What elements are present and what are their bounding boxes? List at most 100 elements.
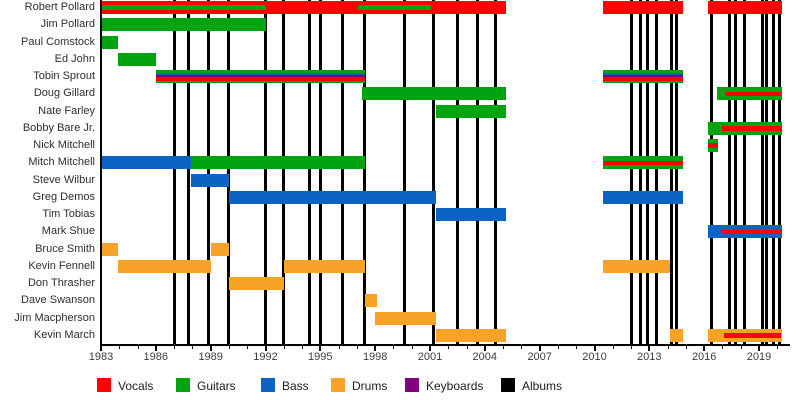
legend-label: Keyboards xyxy=(426,379,484,393)
x-axis-tick xyxy=(648,345,651,351)
album-release-line xyxy=(476,0,479,345)
bass-stripe xyxy=(602,72,684,75)
album-release-line xyxy=(187,0,191,345)
timeline-bar xyxy=(190,156,366,170)
timeline-bar xyxy=(210,242,229,256)
x-axis-tick xyxy=(758,345,760,351)
album-release-line xyxy=(675,0,679,345)
album-release-line xyxy=(227,0,231,345)
member-label: Tobin Sprout xyxy=(33,70,95,82)
timeline-bar xyxy=(375,311,437,325)
timeline-bar xyxy=(436,208,506,221)
member-label: Bobby Bare Jr. xyxy=(22,121,95,134)
member-label: Nate Farley xyxy=(38,104,95,117)
timeline-bar xyxy=(118,52,156,66)
timeline-bar xyxy=(707,225,782,239)
x-axis-tick-label: 1983 xyxy=(88,351,114,363)
x-axis-tick-label: 2013 xyxy=(637,351,662,363)
legend-label: Albums xyxy=(522,379,563,393)
vocals-stripe xyxy=(726,91,781,96)
x-axis-tick xyxy=(209,345,212,351)
album-release-line xyxy=(646,0,649,345)
x-axis-tick xyxy=(154,345,157,351)
x-axis-tick-label: 2007 xyxy=(527,351,552,363)
x-axis-minor-tick xyxy=(612,345,614,349)
timeline-bar xyxy=(436,104,506,118)
timeline-bar xyxy=(362,87,506,101)
timeline-bar xyxy=(436,328,506,342)
vocals-stripe xyxy=(155,76,366,81)
x-axis-minor-tick xyxy=(393,345,395,349)
x-axis-minor-tick xyxy=(740,345,742,349)
member-label: Kevin March xyxy=(33,328,95,341)
bass-stripe xyxy=(155,72,366,75)
album-release-line xyxy=(307,0,311,345)
x-axis-tick-label: 2004 xyxy=(472,351,498,363)
timeline-bar xyxy=(707,121,782,135)
member-label: Greg Demos xyxy=(32,190,95,203)
album-release-line xyxy=(742,0,746,345)
timeline-bar xyxy=(602,190,684,204)
guitars-swatch-icon xyxy=(176,378,190,392)
member-label: Bruce Smith xyxy=(35,242,95,255)
drums-swatch-icon xyxy=(331,378,345,392)
x-axis-tick-label: 1986 xyxy=(143,351,169,363)
timeline-bar xyxy=(717,87,782,101)
timeline-bar xyxy=(190,173,229,187)
album-release-line xyxy=(432,0,436,345)
album-release-line xyxy=(264,0,267,345)
album-release-line xyxy=(728,0,732,345)
x-axis-minor-tick xyxy=(466,345,468,349)
member-label: Robert Pollard xyxy=(24,1,95,13)
x-axis-minor-tick xyxy=(521,345,523,349)
x-axis-minor-tick xyxy=(448,345,450,349)
x-axis-minor-tick xyxy=(192,345,194,349)
x-axis-minor-tick xyxy=(228,345,230,349)
album-release-line xyxy=(761,0,765,345)
guitars-stripe xyxy=(357,5,431,10)
member-label: Dave Swanson xyxy=(21,294,95,307)
x-axis-tick xyxy=(374,345,377,351)
x-axis-tick-label: 1989 xyxy=(198,351,223,363)
x-axis-tick xyxy=(703,345,706,351)
x-axis-minor-tick xyxy=(302,345,304,349)
member-label: Steve Wilbur xyxy=(32,173,95,186)
vocals-stripe xyxy=(722,126,782,131)
album-release-line xyxy=(494,0,498,345)
vocals-stripe xyxy=(722,229,781,234)
album-release-line xyxy=(777,0,781,345)
timeline-bar xyxy=(365,294,377,308)
x-axis-minor-tick xyxy=(667,345,669,349)
x-axis-tick-label: 2019 xyxy=(746,351,772,363)
album-release-line xyxy=(733,0,737,345)
keyboards-swatch-icon xyxy=(405,378,419,392)
member-label: Jim Macpherson xyxy=(14,311,95,324)
album-release-line xyxy=(638,0,642,345)
legend-label: Bass xyxy=(282,379,309,393)
member-label: Kevin Fennell xyxy=(28,259,95,272)
timeline-bar xyxy=(228,277,284,290)
album-release-line xyxy=(455,0,459,345)
album-release-line xyxy=(655,0,659,345)
x-axis-tick-label: 1992 xyxy=(253,351,278,363)
legend-label: Vocals xyxy=(118,379,154,393)
x-axis-minor-tick xyxy=(338,345,340,349)
x-axis-tick xyxy=(483,345,486,351)
bass-swatch-icon xyxy=(261,378,275,392)
timeline-bar xyxy=(602,156,684,170)
album-release-line xyxy=(282,0,286,345)
vocals-stripe xyxy=(707,143,718,148)
timeline-bar xyxy=(707,328,782,342)
keyboards-stripe xyxy=(155,75,366,77)
member-label: Mitch Mitchell xyxy=(28,156,95,169)
x-axis-tick-label: 1995 xyxy=(308,351,333,363)
album-release-line xyxy=(362,0,366,345)
vocals-stripe xyxy=(602,76,684,81)
x-axis-minor-tick xyxy=(247,345,249,349)
x-axis-minor-tick xyxy=(119,345,121,349)
x-axis-minor-tick xyxy=(777,345,779,349)
member-label: Mark Shue xyxy=(41,225,95,238)
album-release-line xyxy=(669,0,673,345)
album-release-line xyxy=(172,0,176,345)
